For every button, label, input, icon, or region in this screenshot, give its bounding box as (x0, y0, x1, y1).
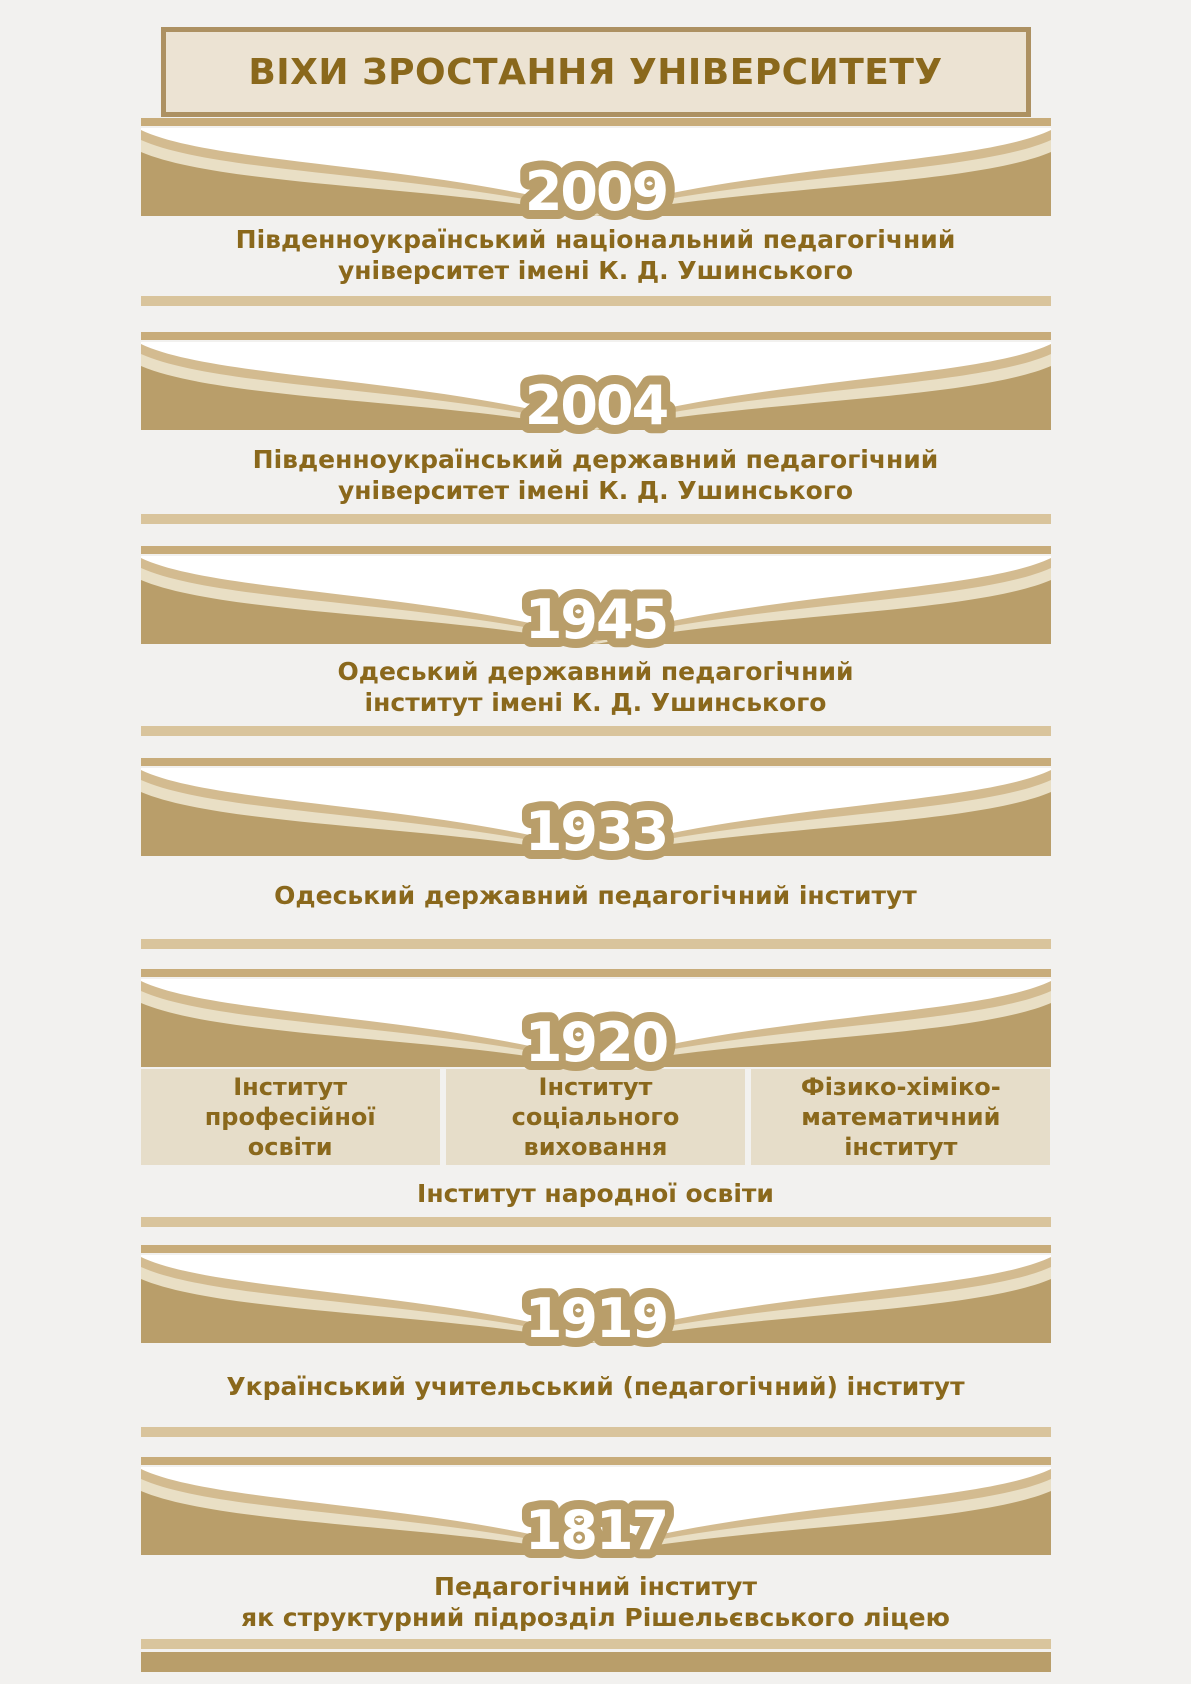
year-label: 1945 (524, 588, 666, 651)
open-book-graphic: 1817 (140, 1457, 1051, 1571)
branch-box-professional-education: Інститут професійної освіти (140, 1069, 440, 1165)
section-divider (140, 514, 1051, 524)
milestone-description: Одеський державний педагогічний інститут (141, 880, 1051, 911)
open-book-graphic: 1920 (140, 969, 1051, 1083)
milestone-1919: 1919 Український учительський (педагогіч… (140, 1245, 1051, 1437)
year-label: 1817 (524, 1499, 666, 1562)
branch-box-line: освіти (247, 1133, 333, 1161)
milestone-description: Педагогічний інститут як структурний під… (141, 1571, 1051, 1633)
year-label: 2004 (524, 374, 667, 437)
page-title: ВІХИ ЗРОСТАННЯ УНІВЕРСИТЕТУ (248, 51, 943, 93)
description-line: університет імені К. Д. Ушинського (337, 256, 853, 285)
description-line: Український учительський (педагогічний) … (226, 1372, 965, 1401)
milestone-1945: 1945 Одеський державний педагогічний інс… (140, 546, 1051, 736)
open-book-graphic: 2009 (140, 118, 1051, 232)
description-line: інститут імені К. Д. Ушинського (364, 688, 827, 717)
description-line: Південноукраїнський національний педагог… (235, 225, 956, 254)
open-book-graphic: 1945 (140, 546, 1051, 660)
description-line: Одеський державний педагогічний інститут (274, 881, 917, 910)
branch-box-line: математичний (801, 1103, 1001, 1131)
description-line: як структурний підрозділ Рішельєвського … (241, 1603, 950, 1632)
milestone-description: Інститут народної освіти (141, 1178, 1051, 1209)
branch-box-line: виховання (523, 1133, 668, 1161)
milestone-1817: 1817 Педагогічний інститут як структурни… (140, 1457, 1051, 1672)
milestone-2009: 2009 Південноукраїнський національний пе… (140, 118, 1051, 306)
branch-institutes-row: Інститут професійної освіти Інститут соц… (140, 1069, 1051, 1165)
description-line: Одеський державний педагогічний (337, 657, 854, 686)
section-divider (140, 296, 1051, 306)
milestone-description: Одеський державний педагогічний інститут… (141, 656, 1051, 718)
milestone-1920: 1920 Інститут професійної освіти Інститу… (140, 969, 1051, 1227)
branch-box-line: соціального (511, 1103, 680, 1131)
title-box: ВІХИ ЗРОСТАННЯ УНІВЕРСИТЕТУ (160, 27, 1031, 117)
description-line: Південноукраїнський державний педагогічн… (252, 445, 939, 474)
bottom-bar-dark (140, 1652, 1051, 1672)
branch-box-line: інститут (844, 1133, 958, 1161)
branch-box-line: Фізико-хіміко- (800, 1073, 1001, 1101)
section-divider (140, 1427, 1051, 1437)
milestone-description: Південноукраїнський національний педагог… (141, 224, 1051, 286)
branch-box-social-upbringing: Інститут соціального виховання (445, 1069, 746, 1165)
branch-box-line: Інститут (233, 1073, 348, 1101)
section-divider (140, 1217, 1051, 1227)
milestone-1933: 1933 Одеський державний педагогічний інс… (140, 758, 1051, 949)
bottom-bar-light (140, 1639, 1051, 1649)
timeline-content: ВІХИ ЗРОСТАННЯ УНІВЕРСИТЕТУ 2009 Південн… (140, 0, 1051, 1672)
year-label: 1933 (524, 800, 666, 863)
branch-box-physics-chemistry-math: Фізико-хіміко- математичний інститут (751, 1069, 1051, 1165)
open-book-graphic: 1919 (140, 1245, 1051, 1359)
year-label: 1919 (524, 1287, 666, 1350)
description-line: Інститут народної освіти (417, 1179, 774, 1208)
open-book-graphic: 2004 (140, 332, 1051, 446)
branch-box-line: професійної (204, 1103, 376, 1131)
section-divider (140, 939, 1051, 949)
description-line: університет імені К. Д. Ушинського (337, 476, 853, 505)
description-line: Педагогічний інститут (434, 1572, 757, 1601)
milestone-description: Український учительський (педагогічний) … (141, 1371, 1051, 1402)
milestone-2004: 2004 Південноукраїнський державний педаг… (140, 332, 1051, 524)
year-label: 2009 (524, 160, 666, 223)
milestone-description: Південноукраїнський державний педагогічн… (141, 444, 1051, 506)
open-book-graphic: 1933 (140, 758, 1051, 872)
branch-box-line: Інститут (538, 1073, 653, 1101)
section-divider (140, 726, 1051, 736)
year-label: 1920 (524, 1011, 666, 1074)
